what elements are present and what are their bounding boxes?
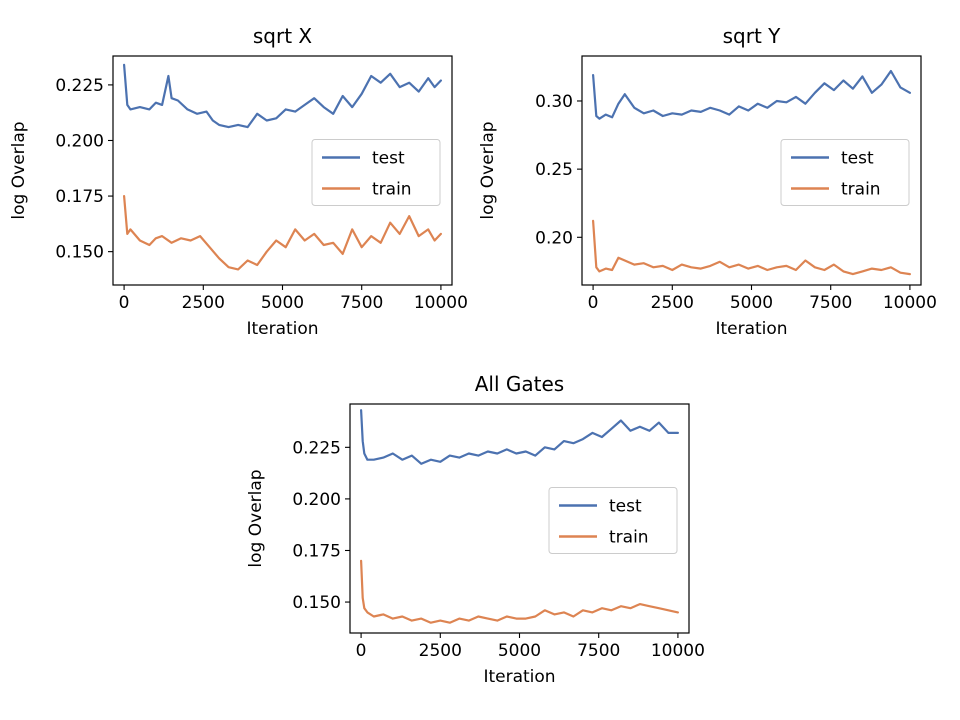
legend-label: test (609, 497, 642, 517)
x-tick-label: 2500 (182, 293, 225, 313)
x-tick-label: 10000 (414, 293, 468, 313)
legend: test train (311, 139, 441, 206)
x-tick-label: 0 (356, 641, 367, 661)
y-axis-label: log Overlap (478, 121, 498, 219)
y-tick-label: 0.200 (55, 131, 104, 151)
y-tick-label: 0.150 (55, 243, 104, 263)
chart-panel-3: All Gates 0 2500 5000 7500 10000 0.150 0.175 0.2… (246, 372, 705, 687)
y-tick-label: 0.20 (535, 228, 573, 248)
series-line-train (360, 559, 680, 624)
x-axis-label: Iteration (246, 319, 318, 339)
x-tick-label: 7500 (340, 293, 383, 313)
x-tick-label: 10000 (883, 293, 937, 313)
legend-label: test (372, 149, 405, 169)
x-tick-label: 2500 (651, 293, 694, 313)
x-tick-label: 10000 (651, 641, 705, 661)
y-tick-label: 0.225 (55, 76, 104, 96)
x-tick-label: 0 (588, 293, 599, 313)
series-line-test (591, 69, 912, 120)
chart-title: sqrt Y (723, 24, 782, 48)
legend-label: train (841, 180, 881, 200)
chart-title: All Gates (475, 372, 564, 396)
y-tick-label: 0.175 (292, 541, 341, 561)
x-tick-label: 7500 (809, 293, 852, 313)
chart-title: sqrt X (253, 24, 313, 48)
series-line-train (591, 219, 912, 276)
legend-label: test (841, 149, 874, 169)
x-tick-label: 5000 (261, 293, 304, 313)
x-axis-label: Iteration (715, 319, 787, 339)
y-tick-label: 0.200 (292, 490, 341, 510)
y-tick-label: 0.150 (292, 593, 341, 613)
y-axis-label: log Overlap (9, 121, 29, 219)
series-line-train (122, 195, 442, 271)
legend-label: train (609, 528, 649, 548)
legend: test train (780, 139, 910, 206)
x-tick-label: 5000 (498, 641, 541, 661)
y-tick-label: 0.225 (292, 438, 341, 458)
x-tick-label: 5000 (730, 293, 773, 313)
chart-panel-1: sqrt X 0 2500 5000 7500 10000 0.150 0.175 0.200 0… (9, 24, 468, 339)
x-tick-label: 2500 (419, 641, 462, 661)
chart-panel-2: sqrt Y 0 2500 5000 7500 10000 0.20 0.25 0.30 Iter… (478, 24, 937, 339)
series-line-test (122, 63, 442, 129)
x-tick-label: 0 (119, 293, 130, 313)
y-tick-label: 0.30 (535, 92, 573, 112)
x-axis-label: Iteration (483, 667, 555, 687)
y-tick-label: 0.25 (535, 160, 573, 180)
series-line-test (360, 409, 680, 465)
legend-label: train (372, 180, 412, 200)
y-axis-label: log Overlap (246, 469, 266, 567)
y-tick-label: 0.175 (55, 187, 104, 207)
legend: test train (548, 487, 678, 554)
x-tick-label: 7500 (577, 641, 620, 661)
